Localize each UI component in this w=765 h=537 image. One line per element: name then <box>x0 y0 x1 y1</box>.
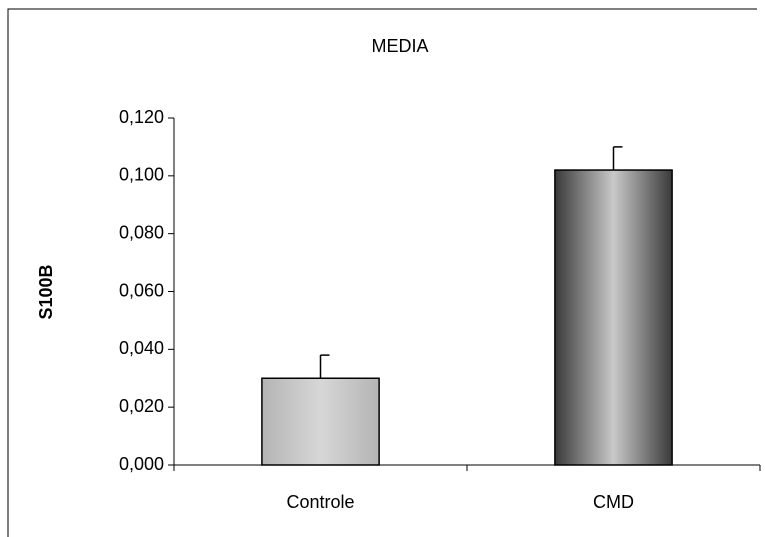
y-tick-label: 0,060 <box>119 280 164 300</box>
error-bar <box>612 146 623 171</box>
y-tick-label: 0,020 <box>119 396 164 416</box>
y-tick-label: 0,100 <box>119 165 164 185</box>
x-tick-label: Controle <box>286 492 354 512</box>
x-tick-label: CMD <box>593 492 634 512</box>
chart-frame <box>7 8 757 537</box>
y-tick-label: 0,040 <box>119 338 164 358</box>
y-tick-label: 0,000 <box>119 454 164 474</box>
bar <box>554 169 673 466</box>
bar <box>261 377 380 466</box>
y-tick-label: 0,120 <box>119 107 164 127</box>
y-axis-label: S100B <box>36 264 56 319</box>
y-tick-label: 0,080 <box>119 222 164 242</box>
chart-title: MEDIA <box>371 36 428 56</box>
error-bar <box>319 354 330 379</box>
